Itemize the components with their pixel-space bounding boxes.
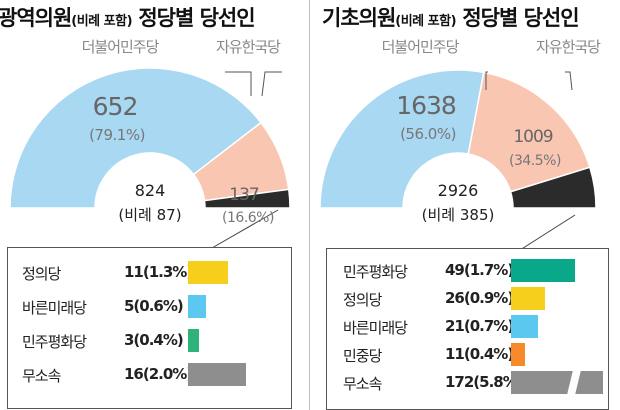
party-row: 민주평화당 49(1.7%) — [327, 258, 608, 282]
party-bar — [511, 287, 545, 310]
leader-line — [225, 71, 252, 96]
party-row: 무소속 172(5.8%) — [327, 370, 608, 395]
party-row: 민주평화당 3(0.4%) — [8, 328, 291, 352]
party-name: 바른미래당 — [343, 319, 408, 337]
party-seats: 172(5.8%) — [445, 373, 524, 391]
slice-name-label: 자유한국당 — [536, 38, 601, 56]
slice-name-label: 더불어민주당 — [82, 38, 160, 56]
party-name: 민주평화당 — [343, 263, 408, 281]
party-bar — [511, 259, 575, 282]
party-name: 바른미래당 — [22, 299, 87, 317]
party-seats: 11(0.4%) — [445, 345, 514, 363]
slice-value-label: 137 — [229, 185, 259, 205]
party-bar — [188, 295, 206, 318]
party-bar — [188, 363, 246, 386]
party-name: 민주평화당 — [22, 333, 87, 351]
party-seats: 26(0.9%) — [445, 289, 514, 307]
party-seats: 11(1.3%) — [124, 263, 193, 281]
party-bar — [188, 261, 228, 284]
slice-0 — [319, 69, 485, 209]
party-seats: 3(0.4%) — [124, 331, 184, 349]
party-row: 바른미래당 5(0.6%) — [8, 294, 291, 318]
donut-chart: 더불어민주당 652 (79.1%) 자유한국당 137 (16.6%) 824 (비례 87… — [9, 38, 291, 249]
slice-name-label: 자유한국당 — [216, 38, 281, 56]
slice-percent-label: (16.6%) — [222, 210, 274, 226]
metropolitan-council-panel: 광역의원(비례 포함) 정당별 당선인 더불어민주당 652 (79.1%) 자유한국… — [0, 6, 292, 409]
party-row: 민중당 11(0.4%) — [327, 342, 608, 366]
party-seats: 21(0.7%) — [445, 317, 514, 335]
center-total: 2926 — [438, 181, 479, 200]
bar-break-mark — [567, 370, 581, 395]
party-seats: 16(2.0%) — [124, 365, 193, 383]
leader-line — [565, 71, 573, 91]
pointer-line — [519, 214, 576, 250]
slice-value-label: 1638 — [396, 91, 456, 120]
slice-name-label: 더불어민주당 — [382, 38, 460, 56]
party-name: 정의당 — [22, 265, 61, 283]
slice-value-label: 652 — [93, 92, 138, 121]
slice-0 — [9, 67, 263, 209]
party-seats: 49(1.7%) — [445, 261, 514, 279]
party-row: 정의당 26(0.9%) — [327, 286, 608, 310]
party-name: 무소속 — [22, 367, 61, 385]
slice-percent-label: (34.5%) — [509, 153, 561, 169]
center-subtotal: (비례 87) — [118, 206, 181, 224]
other-parties-box: 민주평화당 49(1.7%) 정의당 26(0.9%) 바른미래당 21(0.7%) 민중당… — [326, 248, 609, 410]
slice-2 — [203, 188, 291, 209]
slice-2 — [509, 166, 597, 209]
party-row: 정의당 11(1.3%) — [8, 260, 291, 284]
party-name: 무소속 — [343, 375, 382, 393]
party-row: 무소속 16(2.0%) — [8, 362, 291, 386]
center-subtotal: (비례 385) — [422, 206, 495, 224]
leader-line — [485, 71, 488, 90]
party-name: 정의당 — [343, 291, 382, 309]
panel-divider — [309, 0, 310, 410]
slice-percent-label: (56.0%) — [400, 125, 456, 143]
party-bar — [511, 343, 526, 366]
pointer-line — [211, 209, 279, 249]
party-seats: 5(0.6%) — [124, 297, 184, 315]
chart-title: 광역의원(비례 포함) 정당별 당선인 — [0, 6, 256, 30]
party-bar — [511, 315, 539, 338]
party-bar — [511, 371, 603, 394]
slice-value-label: 1009 — [513, 127, 552, 147]
chart-title: 기초의원(비례 포함) 정당별 당선인 — [322, 6, 580, 30]
slice-1 — [467, 71, 591, 193]
party-bar — [188, 329, 199, 352]
leader-line — [261, 71, 282, 97]
other-parties-box: 정의당 11(1.3%) 바른미래당 5(0.6%) 민주평화당 3(0.4%) 무소속 16… — [7, 247, 292, 409]
party-name: 민중당 — [343, 347, 382, 365]
slice-percent-label: (79.1%) — [89, 126, 145, 144]
center-total: 824 — [135, 181, 166, 200]
local-council-panel: 기초의원(비례 포함) 정당별 당선인 더불어민주당 1638 (56.0%) 자유한… — [310, 0, 620, 410]
donut-chart: 더불어민주당 1638 (56.0%) 자유한국당 1009 (34.5%) 2926 (비례… — [319, 38, 602, 250]
party-row: 바른미래당 21(0.7%) — [327, 314, 608, 338]
